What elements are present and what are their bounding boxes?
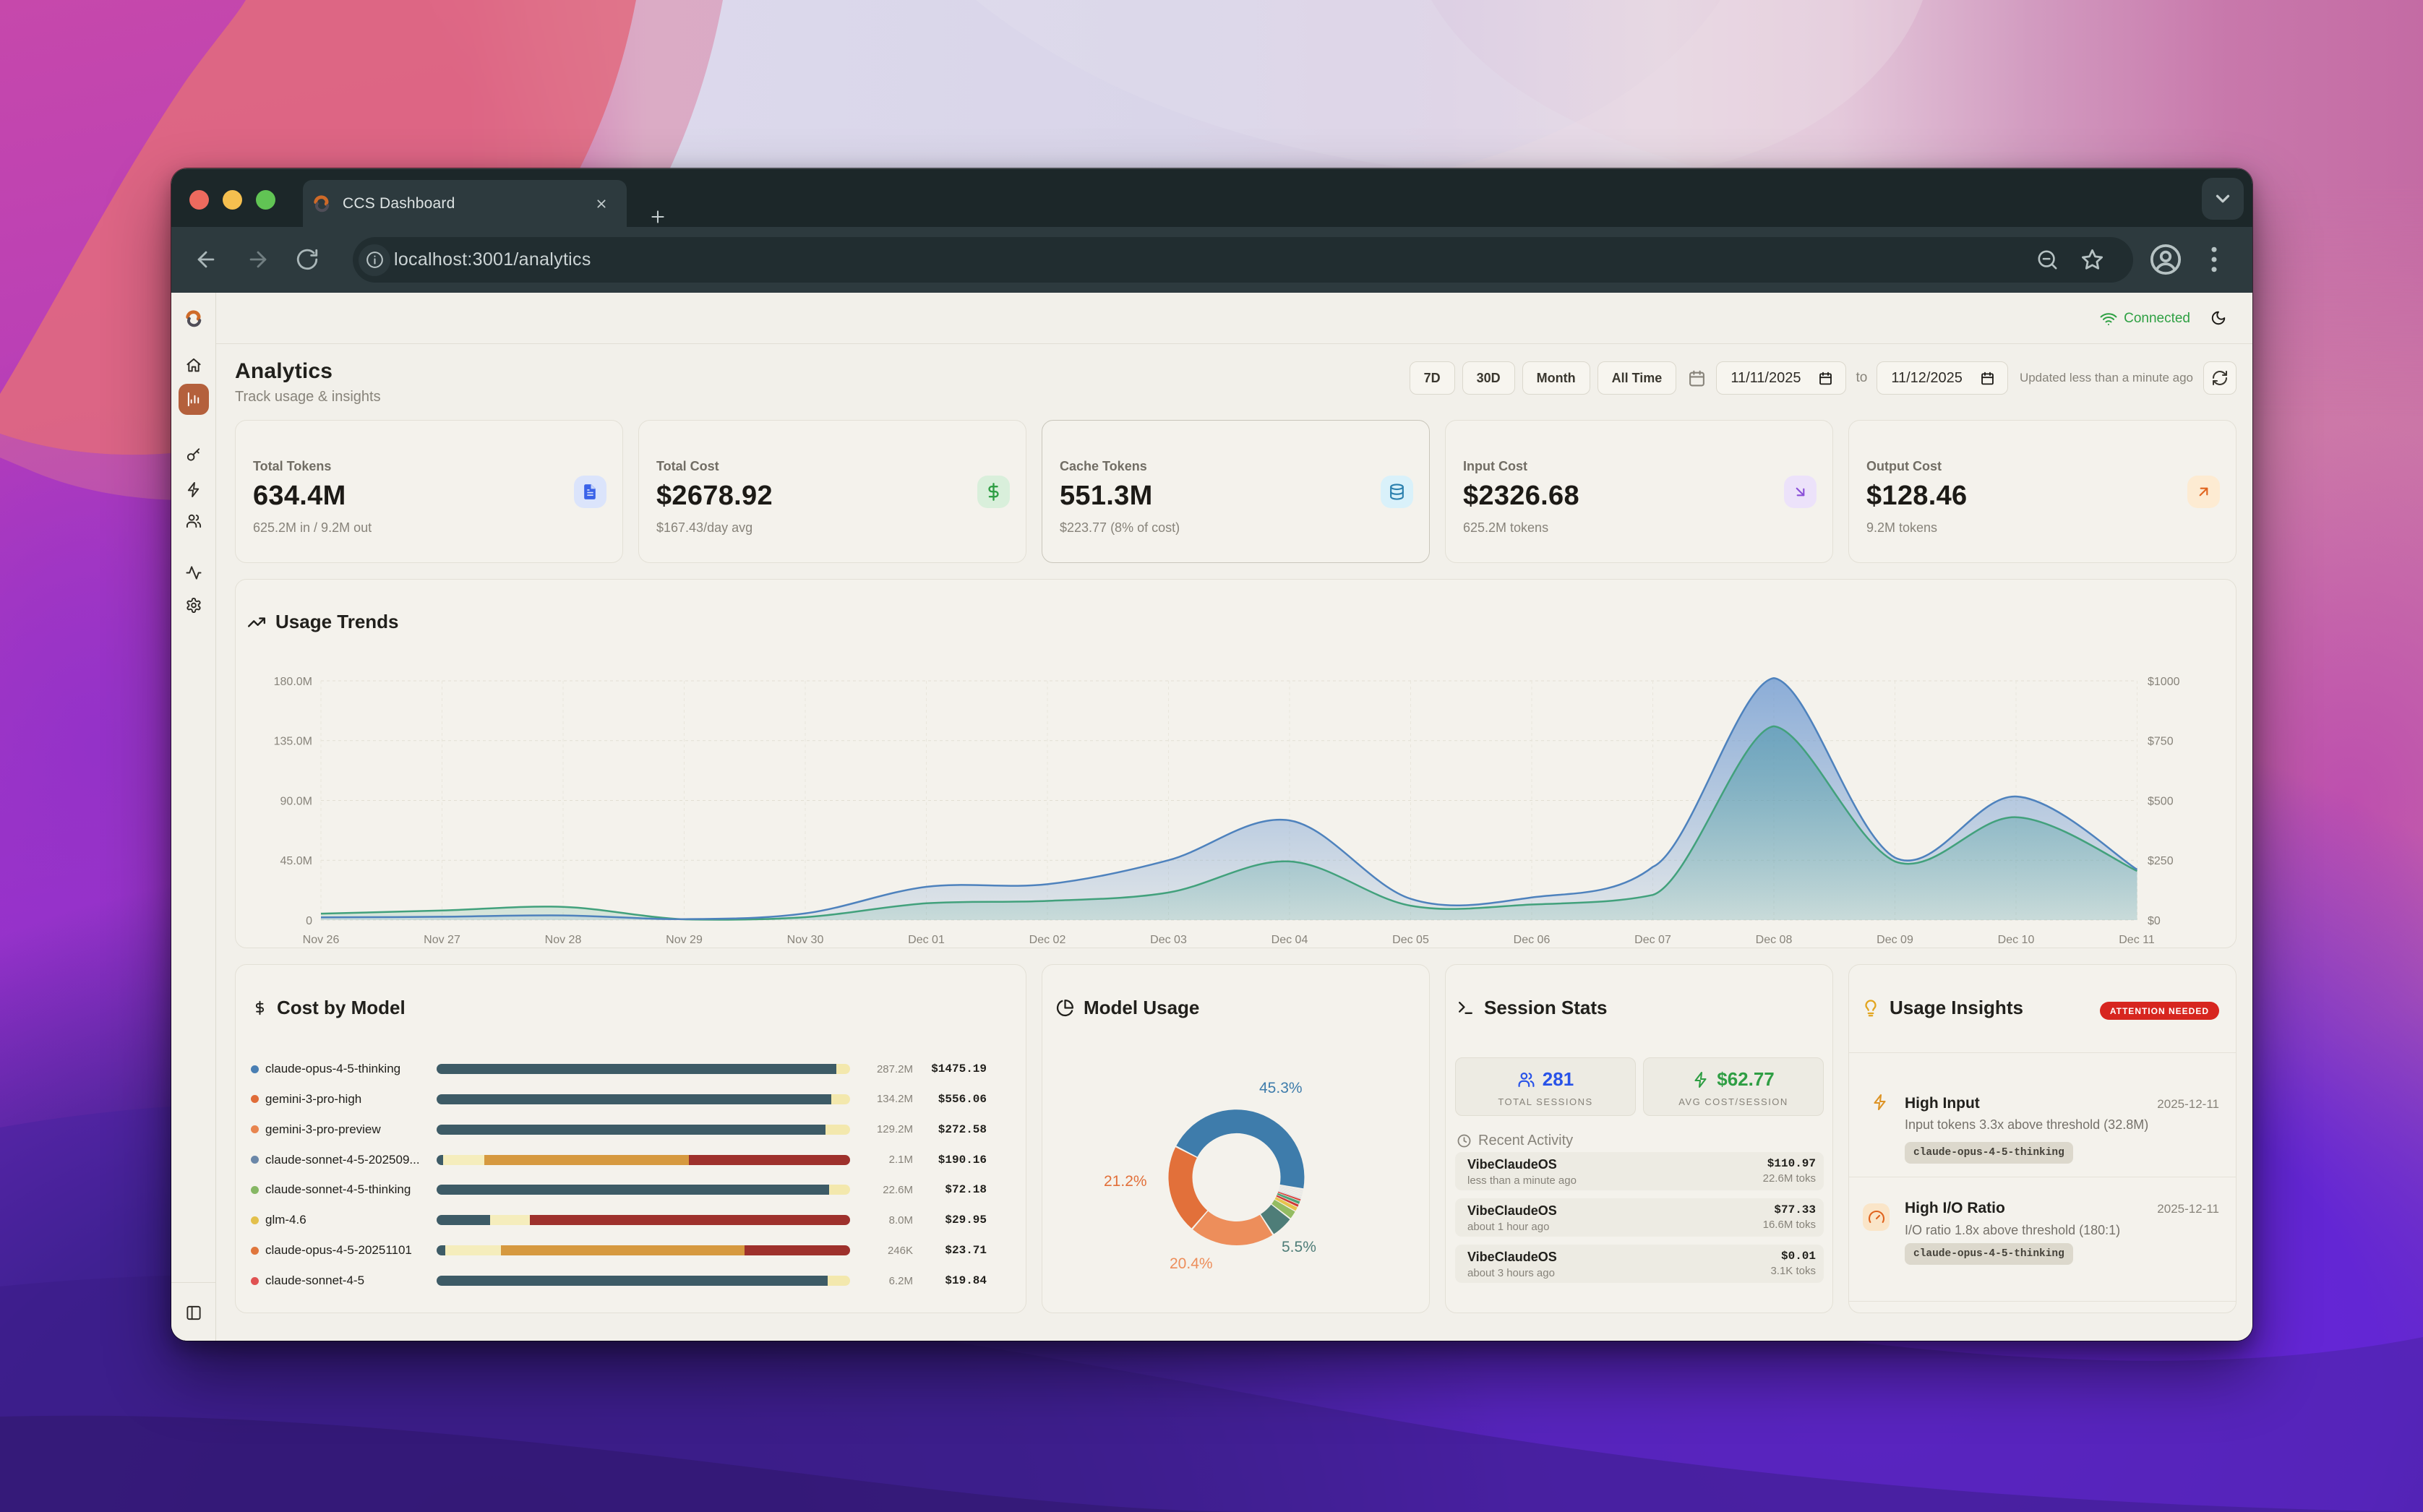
svg-text:Dec 05: Dec 05 [1392, 934, 1429, 946]
svg-text:Nov 29: Nov 29 [666, 934, 703, 946]
svg-text:90.0M: 90.0M [280, 796, 312, 808]
svg-text:0: 0 [306, 915, 312, 927]
svg-text:Dec 11: Dec 11 [2119, 934, 2155, 946]
svg-text:$250: $250 [2148, 855, 2174, 867]
svg-text:Dec 03: Dec 03 [1150, 934, 1187, 946]
svg-text:45.0M: 45.0M [280, 855, 312, 867]
svg-text:Dec 04: Dec 04 [1271, 934, 1308, 946]
svg-text:5.5%: 5.5% [1282, 1239, 1316, 1255]
svg-text:Nov 26: Nov 26 [303, 934, 340, 946]
svg-text:Dec 09: Dec 09 [1877, 934, 1913, 946]
svg-text:Nov 27: Nov 27 [424, 934, 460, 946]
svg-text:Dec 06: Dec 06 [1514, 934, 1551, 946]
svg-text:Dec 10: Dec 10 [1998, 934, 2035, 946]
svg-text:$750: $750 [2148, 736, 2174, 748]
svg-text:180.0M: 180.0M [274, 676, 312, 688]
svg-text:Dec 08: Dec 08 [1756, 934, 1793, 946]
svg-text:Dec 07: Dec 07 [1634, 934, 1671, 946]
svg-text:135.0M: 135.0M [274, 736, 312, 748]
svg-text:Nov 28: Nov 28 [545, 934, 582, 946]
svg-text:45.3%: 45.3% [1259, 1080, 1303, 1096]
svg-text:Dec 02: Dec 02 [1029, 934, 1066, 946]
svg-text:Nov 30: Nov 30 [787, 934, 824, 946]
svg-text:Dec 01: Dec 01 [908, 934, 945, 946]
svg-text:$0: $0 [2148, 915, 2161, 927]
svg-text:$1000: $1000 [2148, 676, 2180, 688]
svg-text:20.4%: 20.4% [1170, 1255, 1213, 1272]
svg-text:$500: $500 [2148, 796, 2174, 808]
svg-text:21.2%: 21.2% [1104, 1173, 1147, 1190]
